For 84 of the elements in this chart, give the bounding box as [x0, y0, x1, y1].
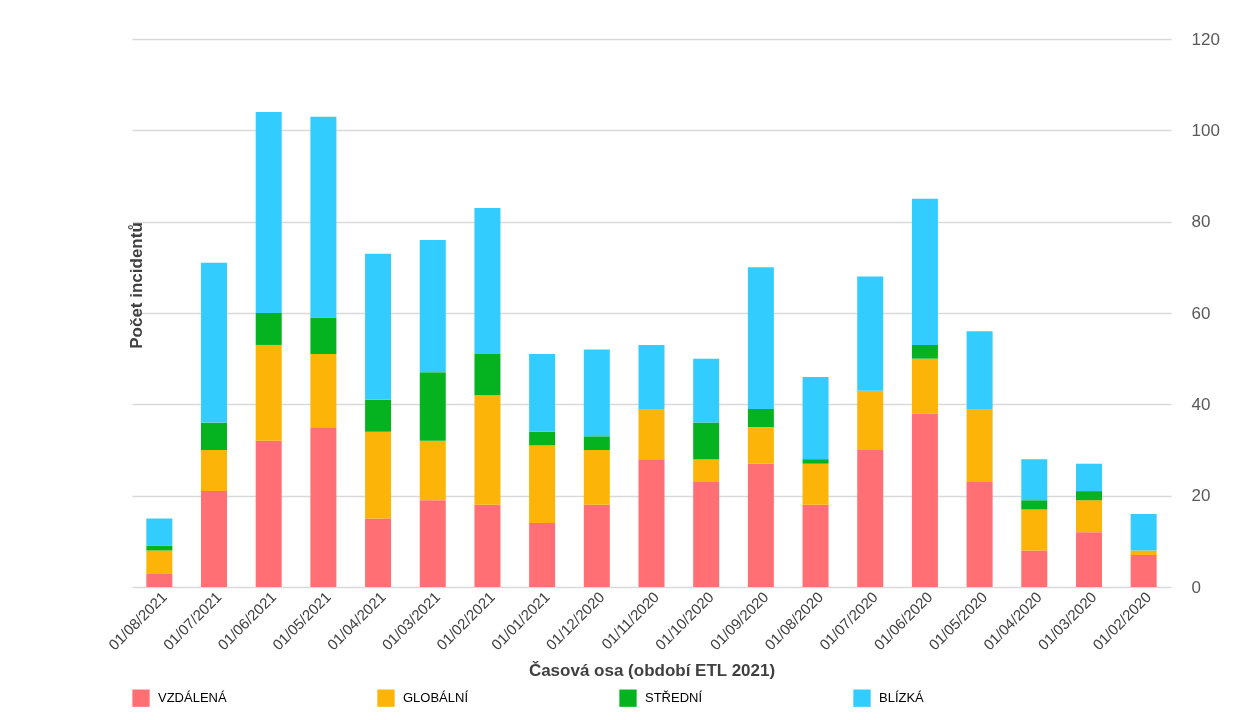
bar [857, 276, 884, 391]
bar [911, 358, 938, 414]
bar [419, 440, 446, 501]
bar [529, 445, 556, 524]
bar [747, 463, 774, 587]
bar [529, 523, 556, 587]
x-axis-title: Časová osa (období ETL 2021) [528, 661, 776, 681]
bar [310, 427, 337, 587]
bar [583, 349, 610, 437]
bar [638, 344, 665, 409]
y-tick-label: 40 [1191, 394, 1211, 414]
bar [1075, 463, 1102, 492]
y-tick-label: 60 [1191, 303, 1211, 323]
bar [310, 317, 337, 355]
bar [1075, 500, 1102, 533]
legend-label: STŘEDNÍ [645, 690, 703, 706]
bar [1130, 550, 1157, 556]
bar [802, 504, 829, 587]
bar [310, 354, 337, 428]
bar [201, 262, 228, 423]
bar [365, 518, 392, 587]
bar [693, 358, 720, 423]
bar [966, 481, 993, 587]
bar [474, 354, 501, 396]
bar [747, 408, 774, 428]
bar [1021, 509, 1048, 551]
bar [911, 198, 938, 345]
bar [857, 390, 884, 450]
bar [1075, 532, 1102, 587]
bar [1021, 500, 1048, 510]
bar [911, 344, 938, 359]
bar [365, 431, 392, 519]
bar [529, 354, 556, 432]
bar [802, 463, 829, 505]
bar [419, 372, 446, 441]
bar [310, 116, 337, 318]
y-axis-title: Počet incidentů [126, 222, 146, 349]
bar [583, 436, 610, 450]
bar [638, 459, 665, 587]
bar [1130, 555, 1157, 587]
legend-label: VZDÁLENÁ [158, 690, 227, 706]
bar [857, 450, 884, 587]
bar [201, 450, 228, 492]
bar [529, 431, 556, 446]
bar [693, 422, 720, 460]
bar [419, 500, 446, 587]
bar [146, 573, 173, 587]
bar [419, 239, 446, 373]
y-tick-label: 80 [1191, 212, 1211, 232]
bar [1130, 513, 1157, 551]
y-tick-label: 0 [1191, 577, 1201, 597]
bar [638, 408, 665, 460]
bar [1021, 459, 1048, 501]
bar [474, 207, 501, 355]
y-tick-label: 120 [1191, 29, 1220, 49]
bar [255, 344, 282, 441]
bar [747, 267, 774, 409]
bar [474, 504, 501, 587]
bar [201, 491, 228, 587]
bar [201, 422, 228, 450]
legend-label: BLÍZKÁ [879, 690, 925, 706]
bar [911, 413, 938, 587]
bar [365, 253, 392, 400]
legend-label: GLOBÁLNÍ [403, 690, 469, 706]
bar [255, 440, 282, 587]
bar [802, 459, 829, 464]
bar [966, 408, 993, 482]
bar [693, 459, 720, 482]
bar [474, 395, 501, 505]
bar [1075, 491, 1102, 501]
bar [255, 313, 282, 345]
bar [966, 331, 993, 409]
y-tick-label: 100 [1191, 120, 1220, 140]
bar [693, 481, 720, 587]
bar [365, 399, 392, 432]
bar [255, 112, 282, 313]
bar [583, 504, 610, 587]
bar [747, 427, 774, 464]
y-tick-label: 20 [1191, 486, 1211, 506]
bar [146, 518, 173, 546]
bar [146, 550, 173, 574]
bar [1021, 550, 1048, 587]
bar [802, 376, 829, 460]
bar [583, 450, 610, 505]
